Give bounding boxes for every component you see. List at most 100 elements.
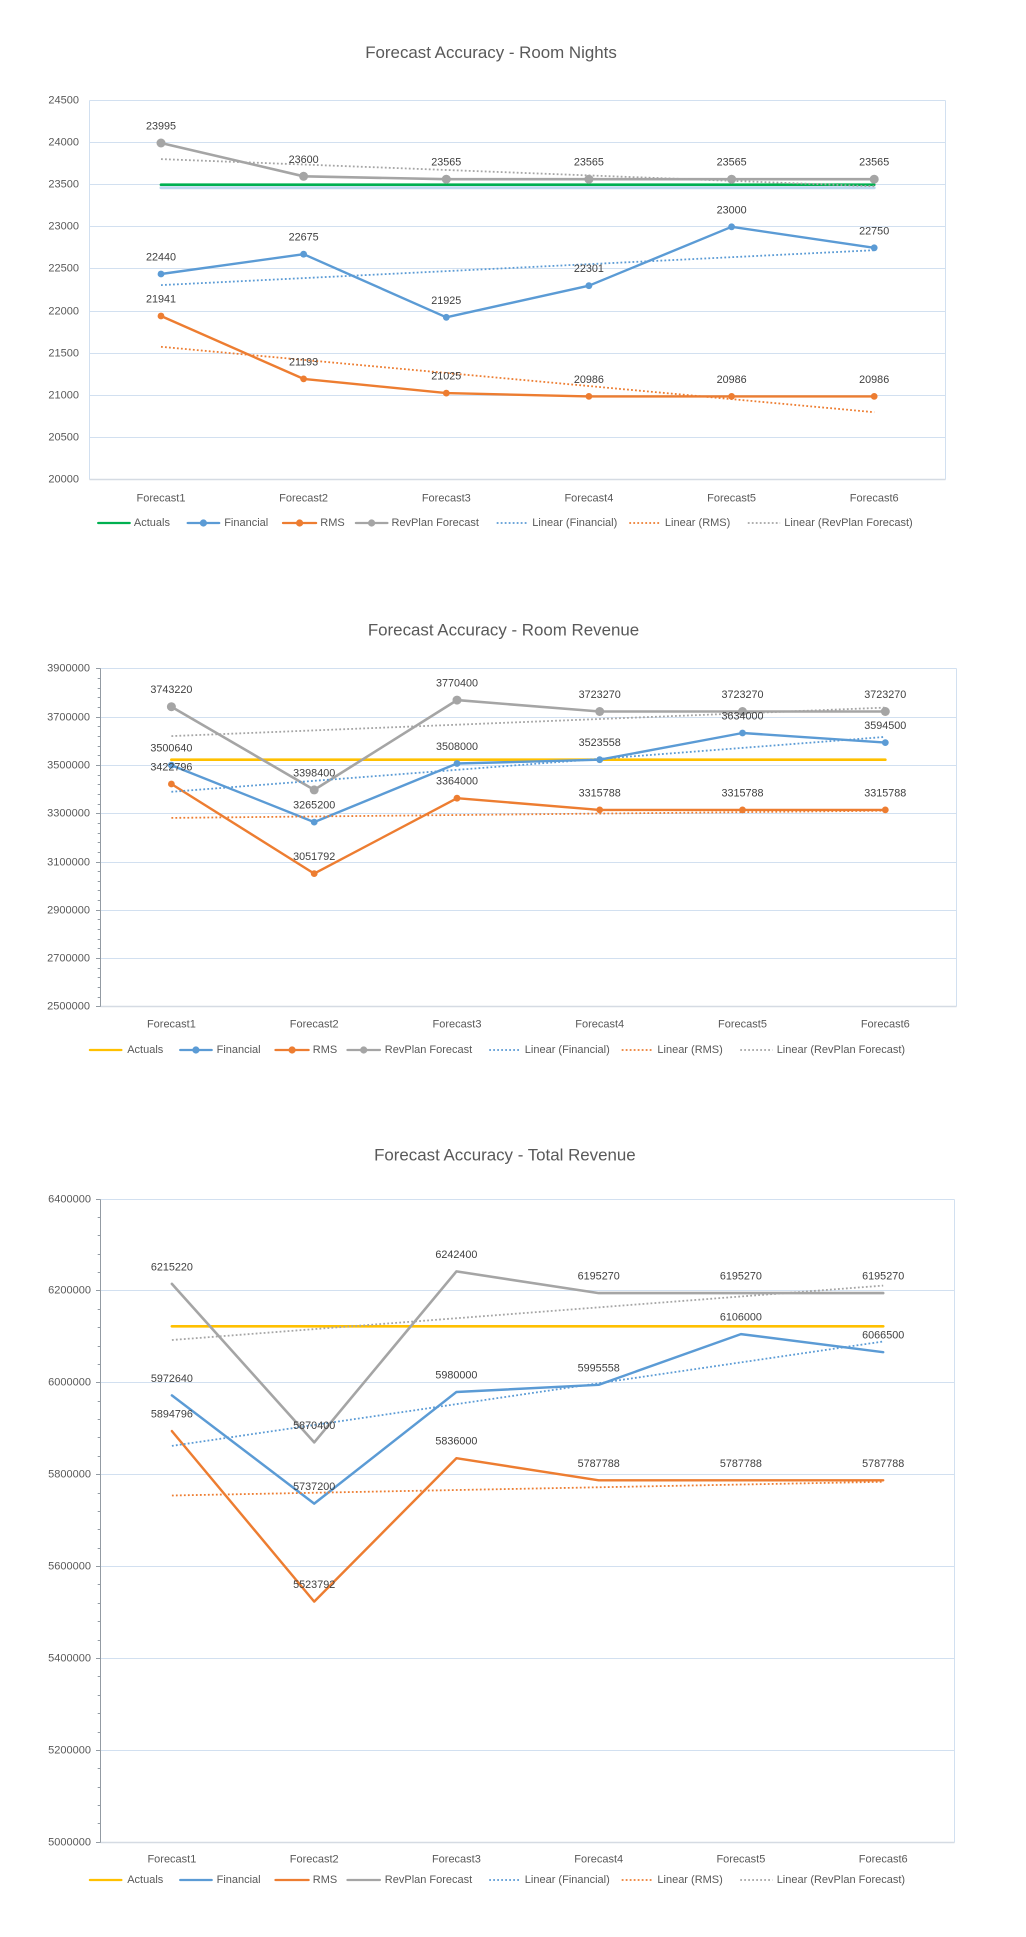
svg-text:3051792: 3051792 bbox=[293, 851, 335, 863]
svg-text:3315788: 3315788 bbox=[721, 787, 763, 799]
svg-text:21500: 21500 bbox=[48, 348, 79, 360]
svg-text:3770400: 3770400 bbox=[436, 678, 478, 690]
svg-text:5787788: 5787788 bbox=[862, 1458, 904, 1470]
svg-text:3422796: 3422796 bbox=[150, 762, 192, 774]
svg-text:21925: 21925 bbox=[431, 295, 461, 307]
svg-text:Forecast5: Forecast5 bbox=[716, 1854, 765, 1866]
svg-text:2700000: 2700000 bbox=[47, 953, 90, 965]
svg-text:21941: 21941 bbox=[146, 294, 176, 306]
svg-text:Forecast2: Forecast2 bbox=[290, 1854, 339, 1866]
svg-text:3500000: 3500000 bbox=[47, 760, 90, 772]
svg-text:Forecast3: Forecast3 bbox=[433, 1019, 482, 1031]
svg-text:22000: 22000 bbox=[48, 306, 79, 318]
svg-text:Forecast3: Forecast3 bbox=[432, 1854, 481, 1866]
svg-text:22675: 22675 bbox=[289, 232, 319, 244]
svg-text:5000000: 5000000 bbox=[48, 1837, 91, 1849]
svg-text:6215220: 6215220 bbox=[151, 1261, 193, 1273]
svg-text:23565: 23565 bbox=[859, 157, 889, 169]
svg-text:6195270: 6195270 bbox=[862, 1271, 904, 1283]
svg-text:Forecast3: Forecast3 bbox=[422, 493, 471, 505]
svg-text:20986: 20986 bbox=[717, 374, 747, 386]
svg-text:5800000: 5800000 bbox=[48, 1469, 91, 1481]
svg-text:RMS: RMS bbox=[313, 1044, 337, 1056]
svg-text:Financial: Financial bbox=[224, 517, 268, 529]
svg-text:23995: 23995 bbox=[146, 121, 176, 133]
svg-text:20500: 20500 bbox=[48, 432, 79, 444]
svg-text:3523558: 3523558 bbox=[579, 737, 621, 749]
svg-text:21025: 21025 bbox=[431, 371, 461, 383]
svg-text:Actuals: Actuals bbox=[134, 517, 171, 529]
svg-text:RMS: RMS bbox=[313, 1874, 337, 1886]
svg-text:5787788: 5787788 bbox=[578, 1458, 620, 1470]
svg-text:Financial: Financial bbox=[217, 1874, 261, 1886]
svg-text:Linear (RMS): Linear (RMS) bbox=[657, 1044, 722, 1056]
svg-text:23500: 23500 bbox=[48, 179, 79, 191]
svg-text:Linear (RevPlan Forecast): Linear (RevPlan Forecast) bbox=[784, 517, 912, 529]
svg-text:Forecast5: Forecast5 bbox=[707, 493, 756, 505]
svg-text:Linear (RMS): Linear (RMS) bbox=[657, 1874, 722, 1886]
svg-text:5980000: 5980000 bbox=[435, 1370, 477, 1382]
svg-text:2500000: 2500000 bbox=[47, 1001, 90, 1013]
svg-text:6242400: 6242400 bbox=[435, 1249, 477, 1261]
svg-text:5995558: 5995558 bbox=[578, 1362, 620, 1374]
svg-text:20986: 20986 bbox=[859, 374, 889, 386]
svg-text:Linear (RevPlan Forecast): Linear (RevPlan Forecast) bbox=[777, 1874, 905, 1886]
svg-text:2900000: 2900000 bbox=[47, 905, 90, 917]
svg-text:3634000: 3634000 bbox=[721, 711, 763, 723]
svg-text:Actuals: Actuals bbox=[127, 1874, 164, 1886]
svg-text:6195270: 6195270 bbox=[578, 1271, 620, 1283]
svg-text:5200000: 5200000 bbox=[48, 1745, 91, 1757]
svg-text:5972640: 5972640 bbox=[151, 1373, 193, 1385]
svg-text:Forecast4: Forecast4 bbox=[574, 1854, 623, 1866]
svg-text:3315788: 3315788 bbox=[579, 787, 621, 799]
svg-text:3508000: 3508000 bbox=[436, 741, 478, 753]
svg-text:3723270: 3723270 bbox=[579, 689, 621, 701]
svg-text:5600000: 5600000 bbox=[48, 1561, 91, 1573]
svg-text:Actuals: Actuals bbox=[127, 1044, 164, 1056]
svg-text:Forecast1: Forecast1 bbox=[147, 1019, 196, 1031]
svg-text:3700000: 3700000 bbox=[47, 712, 90, 724]
svg-text:3723270: 3723270 bbox=[864, 689, 906, 701]
svg-text:5400000: 5400000 bbox=[48, 1653, 91, 1665]
svg-text:21193: 21193 bbox=[289, 356, 318, 368]
svg-text:3300000: 3300000 bbox=[47, 808, 90, 820]
svg-text:Linear (Financial): Linear (Financial) bbox=[525, 1044, 610, 1056]
svg-text:23565: 23565 bbox=[574, 157, 604, 169]
svg-text:20000: 20000 bbox=[48, 474, 79, 486]
svg-text:3265200: 3265200 bbox=[293, 800, 335, 812]
svg-text:RevPlan Forecast: RevPlan Forecast bbox=[385, 1044, 472, 1056]
svg-text:6066500: 6066500 bbox=[862, 1330, 904, 1342]
svg-text:6200000: 6200000 bbox=[48, 1285, 91, 1297]
svg-text:3723270: 3723270 bbox=[721, 689, 763, 701]
svg-text:Linear (RMS): Linear (RMS) bbox=[665, 517, 730, 529]
svg-text:24000: 24000 bbox=[48, 137, 79, 149]
svg-text:3364000: 3364000 bbox=[436, 776, 478, 788]
svg-text:22301: 22301 bbox=[574, 263, 604, 275]
svg-text:Forecast2: Forecast2 bbox=[290, 1019, 339, 1031]
svg-text:23565: 23565 bbox=[431, 157, 461, 169]
svg-text:3100000: 3100000 bbox=[47, 857, 90, 869]
svg-text:24500: 24500 bbox=[48, 95, 79, 107]
svg-text:Forecast Accuracy - Total Reve: Forecast Accuracy - Total Revenue bbox=[374, 1146, 636, 1165]
svg-text:Forecast6: Forecast6 bbox=[861, 1019, 910, 1031]
svg-text:Linear (RevPlan Forecast): Linear (RevPlan Forecast) bbox=[777, 1044, 905, 1056]
svg-text:RevPlan Forecast: RevPlan Forecast bbox=[385, 1874, 472, 1886]
svg-text:6106000: 6106000 bbox=[720, 1312, 762, 1324]
svg-text:22750: 22750 bbox=[859, 225, 889, 237]
svg-text:3594500: 3594500 bbox=[864, 720, 906, 732]
svg-text:Linear (Financial): Linear (Financial) bbox=[525, 1874, 610, 1886]
svg-text:22440: 22440 bbox=[146, 252, 176, 264]
svg-text:6000000: 6000000 bbox=[48, 1377, 91, 1389]
svg-text:5836000: 5836000 bbox=[435, 1436, 477, 1448]
svg-text:5870400: 5870400 bbox=[293, 1420, 335, 1432]
svg-text:Forecast6: Forecast6 bbox=[850, 493, 899, 505]
svg-text:Forecast Accuracy - Room Reven: Forecast Accuracy - Room Revenue bbox=[368, 621, 639, 640]
svg-text:23600: 23600 bbox=[289, 154, 319, 166]
svg-text:6195270: 6195270 bbox=[720, 1271, 762, 1283]
svg-text:Forecast6: Forecast6 bbox=[859, 1854, 908, 1866]
svg-text:Forecast1: Forecast1 bbox=[137, 493, 186, 505]
svg-text:5737200: 5737200 bbox=[293, 1481, 335, 1493]
svg-text:3398400: 3398400 bbox=[293, 767, 335, 779]
svg-text:5894796: 5894796 bbox=[151, 1409, 193, 1421]
svg-text:5787788: 5787788 bbox=[720, 1458, 762, 1470]
